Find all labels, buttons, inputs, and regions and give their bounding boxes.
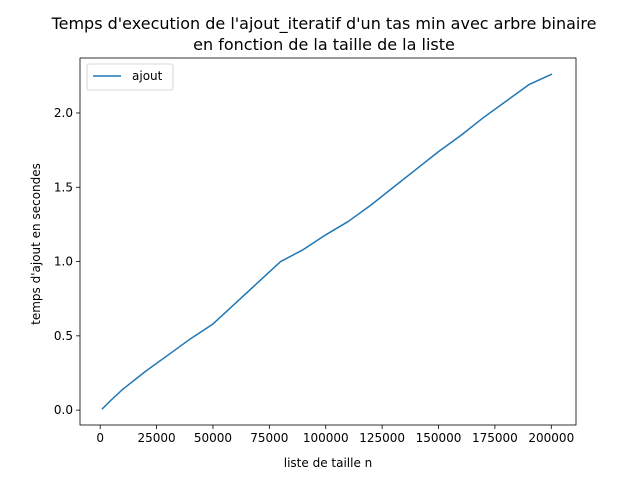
- y-axis-label: temps d'ajout en secondes: [29, 163, 43, 325]
- x-tick-label: 175000: [472, 431, 518, 445]
- y-axis-ticks: 0.0 0.5 1.0 1.5 2.0: [54, 106, 80, 417]
- x-tick-label: 0: [96, 431, 104, 445]
- y-tick-label: 2.0: [54, 106, 73, 120]
- x-tick-label: 100000: [303, 431, 349, 445]
- series-line-ajout: [101, 73, 553, 410]
- x-axis-ticks: 0 25000 50000 75000 100000 125000 150000 175000…: [96, 425, 574, 445]
- x-tick-label: 75000: [250, 431, 288, 445]
- y-tick-label: 1.0: [54, 255, 73, 269]
- chart-title: Temps d'execution de l'ajout_iteratif d'…: [51, 14, 597, 54]
- y-tick-label: 0.0: [54, 403, 73, 417]
- chart-title-line-1: Temps d'execution de l'ajout_iteratif d'…: [51, 14, 597, 34]
- x-tick-label: 125000: [359, 431, 405, 445]
- y-tick-label: 1.5: [54, 180, 73, 194]
- series-group: [101, 73, 553, 410]
- axes-frame: [79, 57, 577, 426]
- legend: ajout: [86, 63, 174, 91]
- x-tick-label: 200000: [528, 431, 574, 445]
- x-tick-label: 25000: [137, 431, 175, 445]
- x-tick-label: 50000: [194, 431, 232, 445]
- chart-title-line-2: en fonction de la taille de la liste: [193, 35, 455, 54]
- x-tick-label: 150000: [416, 431, 462, 445]
- legend-box: [86, 63, 174, 91]
- x-axis-label: liste de taille n: [284, 456, 373, 470]
- y-tick-label: 0.5: [54, 329, 73, 343]
- legend-label-ajout: ajout: [132, 69, 163, 83]
